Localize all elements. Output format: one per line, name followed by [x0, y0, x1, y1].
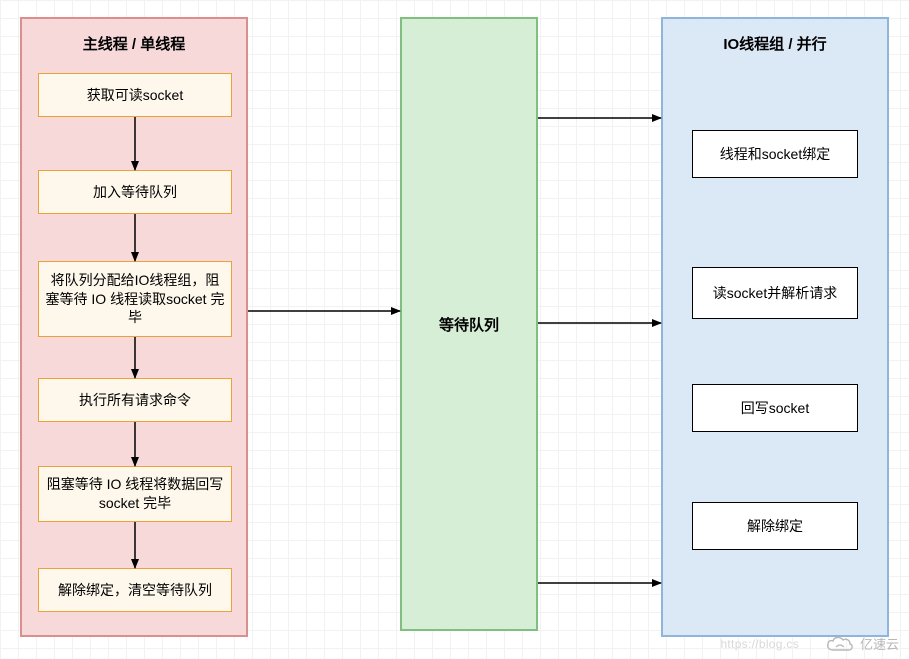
main-thread-step-6: 解除绑定，清空等待队列	[38, 568, 232, 612]
watermark: 亿速云	[826, 634, 899, 653]
io-thread-step-2: 读socket并解析请求	[692, 267, 858, 319]
io-thread-step-1: 线程和socket绑定	[692, 130, 858, 178]
wait-queue-title: 等待队列	[439, 314, 499, 335]
main-thread-step-2: 加入等待队列	[38, 170, 232, 214]
io-thread-step-3: 回写socket	[692, 384, 858, 432]
io-thread-step-4: 解除绑定	[692, 502, 858, 550]
watermark-url: https://blog.cs	[720, 637, 799, 651]
main-thread-step-1: 获取可读socket	[38, 73, 232, 117]
io-thread-title: IO线程组 / 并行	[663, 19, 887, 64]
main-thread-step-4: 执行所有请求命令	[38, 378, 232, 422]
wait-queue-panel: 等待队列	[400, 17, 538, 631]
main-thread-step-5: 阻塞等待 IO 线程将数据回写 socket 完毕	[38, 466, 232, 522]
watermark-text: 亿速云	[860, 634, 899, 653]
main-thread-step-3: 将队列分配给IO线程组，阻塞等待 IO 线程读取socket 完毕	[38, 261, 232, 337]
main-thread-title: 主线程 / 单线程	[22, 19, 246, 64]
cloud-icon	[826, 635, 854, 653]
